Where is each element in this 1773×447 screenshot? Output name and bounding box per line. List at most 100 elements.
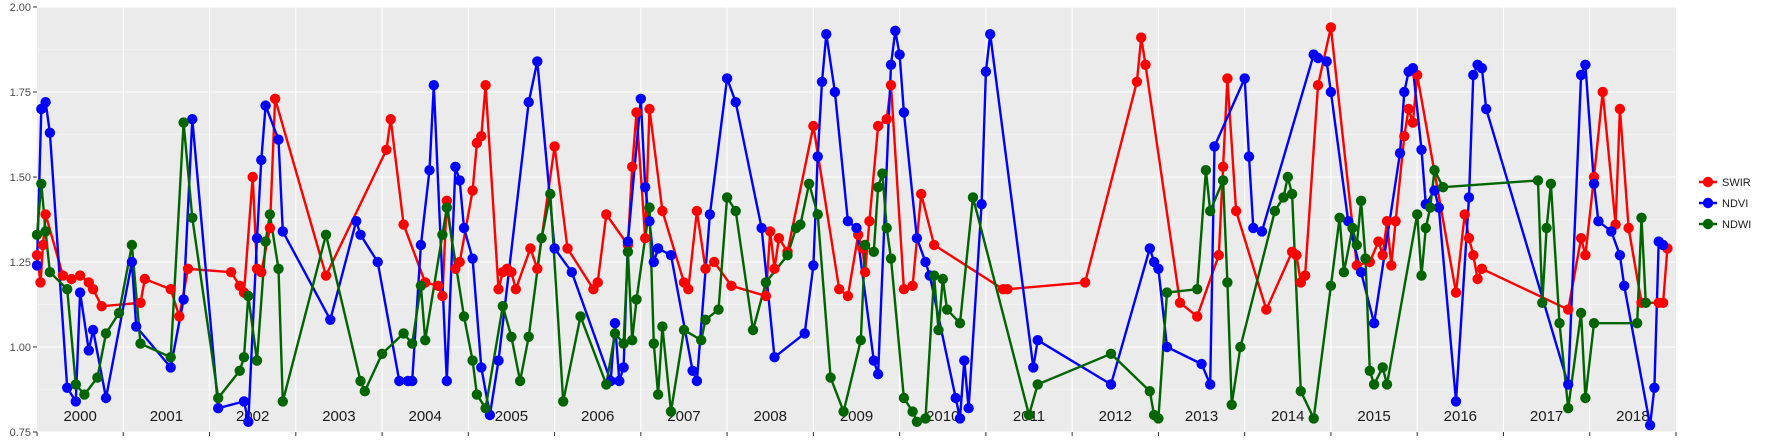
ndwi-point (1144, 386, 1156, 397)
ndwi-point (631, 294, 642, 305)
ndwi-point (536, 233, 547, 244)
swir-point (640, 233, 651, 244)
swir-point (631, 107, 642, 118)
swir-point (808, 120, 819, 132)
series-layer (31, 22, 1673, 431)
ndwi-point (234, 365, 245, 376)
ndwi-point (730, 205, 741, 217)
ndwi-point (644, 202, 655, 213)
y-tick-label: 1.00 (10, 342, 31, 354)
ndwi-point (627, 335, 638, 346)
ndwi-point (1347, 222, 1358, 234)
ndwi-point (1351, 239, 1363, 251)
ndvi-point (40, 97, 51, 108)
swir-point (842, 290, 854, 302)
swir-point (1213, 250, 1225, 261)
ndvi-point (1407, 62, 1419, 74)
ndvi-point (851, 222, 862, 234)
ndvi-point (165, 362, 176, 373)
swir-point (1407, 117, 1419, 128)
ndwi-point (458, 311, 470, 322)
swir-point (1463, 233, 1475, 244)
ndwi-point (1425, 202, 1436, 213)
ndwi-point (238, 352, 250, 363)
year-label: 2013 (1185, 408, 1218, 425)
ndwi-point (100, 328, 112, 339)
swir-point (74, 270, 86, 281)
ndwi-point (514, 375, 526, 387)
ndvi-point (894, 49, 905, 60)
ndwi-point (1541, 222, 1552, 234)
swir-point (37, 239, 49, 251)
y-tick-label: 0.75 (10, 427, 31, 439)
swir-point (506, 267, 517, 278)
swir-point (1468, 250, 1479, 261)
swir-point (381, 144, 392, 155)
ndvi-point (407, 375, 418, 387)
swir-point (1261, 304, 1272, 315)
ndvi-point (1575, 69, 1587, 81)
swir-point (320, 270, 332, 281)
ndwi-point (1286, 188, 1298, 200)
swir-point (898, 284, 910, 295)
year-label: 2000 (63, 408, 96, 425)
ndvi-point (74, 287, 86, 298)
ndwi-point (911, 416, 923, 427)
ndvi-point (985, 29, 996, 40)
ndwi-point (1032, 379, 1043, 390)
ndwi-point (575, 311, 586, 322)
year-label: 2015 (1357, 408, 1390, 425)
ndvi-point (644, 216, 655, 227)
ndvi-point (238, 396, 250, 407)
ndvi-point (816, 76, 828, 88)
ndwi-point (1235, 341, 1246, 353)
ndvi-point (1580, 59, 1591, 70)
swir-point (769, 263, 780, 274)
swir-point (601, 209, 612, 220)
swir-point (1192, 311, 1203, 322)
ndvi-point (1649, 382, 1660, 393)
ndwi-point (678, 324, 690, 336)
y-tick-label: 1.75 (10, 87, 31, 99)
ndvi-point (178, 294, 189, 305)
ndvi-point (126, 256, 138, 268)
ndwi-point (31, 229, 43, 240)
swir-point (385, 114, 396, 125)
ndwi-point (1377, 362, 1388, 373)
ndwi-point (260, 236, 271, 247)
y-tick-label: 1.50 (10, 172, 31, 184)
legend-point-swir (1702, 176, 1714, 188)
ndwi-point (1217, 175, 1229, 186)
swir-point (1472, 273, 1483, 285)
ndvi-point (976, 199, 987, 210)
ndvi-point (1614, 250, 1626, 261)
gridlines (37, 6, 1676, 433)
swir-point (859, 267, 871, 278)
ndvi-point (614, 375, 625, 387)
ndwi-point (855, 335, 866, 346)
ndvi-point (950, 392, 961, 404)
ndvi-point (691, 375, 703, 387)
ndwi-point (1636, 212, 1647, 223)
y-tick-label: 1.25 (10, 257, 31, 269)
swir-point (165, 284, 176, 295)
ndvi-point (842, 216, 854, 227)
swir-point (1079, 277, 1091, 288)
swir-point (864, 216, 875, 227)
ndwi-point (126, 239, 138, 251)
swir-point (760, 290, 772, 302)
year-label: 2012 (1099, 408, 1132, 425)
swir-point (872, 120, 884, 132)
ndwi-point (251, 355, 263, 366)
ndwi-point (1364, 365, 1376, 376)
swir-point (1623, 222, 1634, 234)
swir-point (57, 270, 69, 281)
ndwi-point (1338, 267, 1350, 278)
ndwi-point (868, 246, 879, 257)
ndwi-point (61, 284, 73, 295)
ndvi-point (394, 375, 405, 387)
swir-point (928, 239, 940, 251)
ndwi-point (1640, 297, 1652, 308)
swir-point (881, 114, 892, 125)
